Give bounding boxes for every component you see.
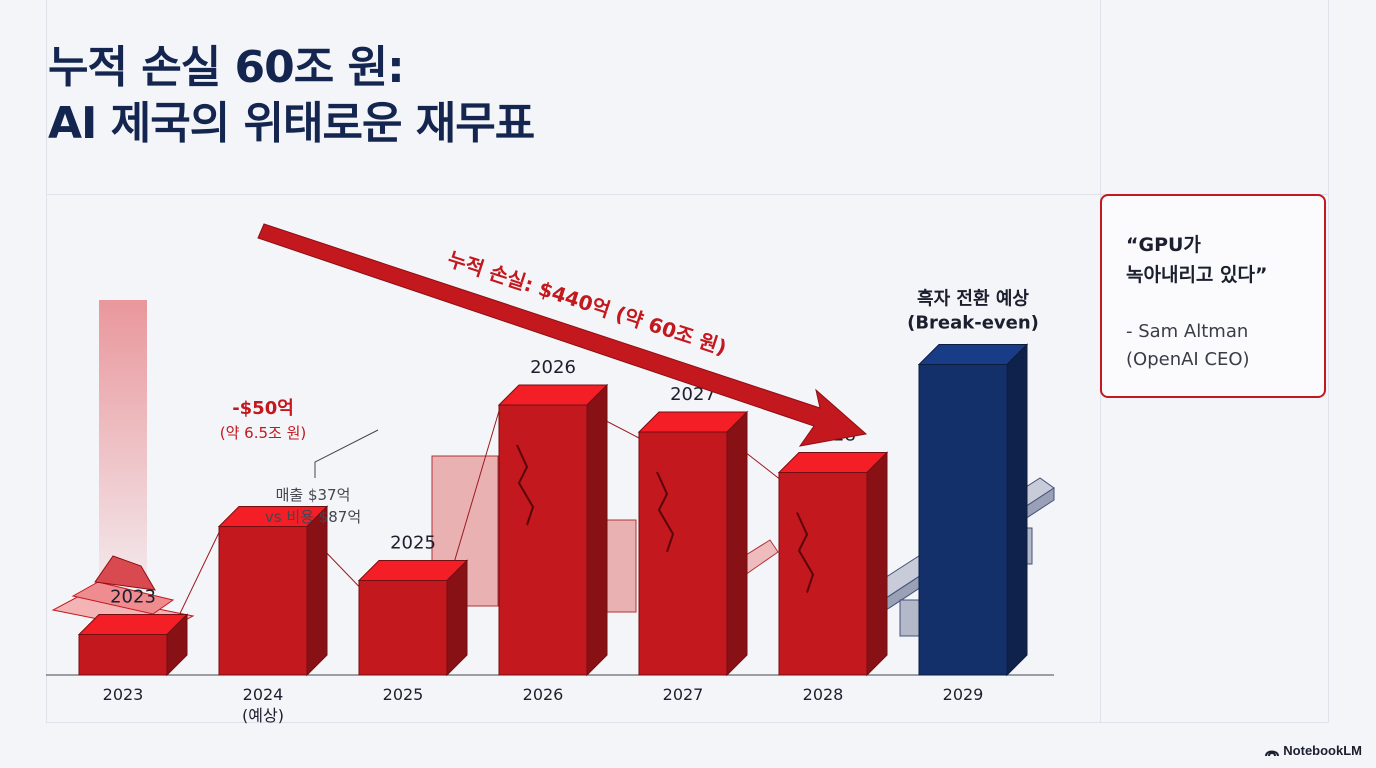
bar-front bbox=[638, 431, 728, 676]
bar-2026 bbox=[497, 383, 609, 677]
bar-side bbox=[866, 451, 888, 677]
glow-column bbox=[99, 300, 147, 580]
quote-text: “GPU가 녹아내리고 있다” bbox=[1126, 230, 1316, 290]
x-tick-label: 2024 bbox=[243, 685, 284, 704]
bar-2025 bbox=[357, 559, 469, 677]
grid-vertical bbox=[1328, 0, 1329, 722]
bar-2024 bbox=[217, 505, 329, 677]
quote-author-name: - Sam Altman bbox=[1126, 321, 1249, 342]
bar-front bbox=[218, 526, 308, 676]
x-tick-label: 2025 bbox=[383, 685, 424, 704]
x-tick-sublabel: (예상) bbox=[242, 706, 284, 725]
bar-side bbox=[166, 613, 188, 677]
bar-side bbox=[306, 505, 328, 677]
rubble-top bbox=[94, 555, 156, 591]
x-tick-label: 2028 bbox=[803, 685, 844, 704]
annotation-note: 매출 $37억 bbox=[276, 486, 351, 504]
quote-line-2: 녹아내리고 있다” bbox=[1126, 264, 1268, 286]
grid-vertical bbox=[46, 0, 47, 722]
bar-2029 bbox=[917, 343, 1029, 677]
trend-arrow bbox=[257, 223, 868, 447]
bar-2027 bbox=[637, 410, 749, 677]
bar-side bbox=[446, 559, 468, 677]
rubble-mid bbox=[71, 581, 175, 615]
bar-top-label: 2023 bbox=[110, 587, 156, 608]
bar-2028 bbox=[777, 451, 889, 677]
annotation-sub: (약 6.5조 원) bbox=[220, 424, 307, 442]
quote-author: - Sam Altman (OpenAI CEO) bbox=[1126, 318, 1316, 374]
bar-top-label: 흑자 전환 예상 bbox=[917, 288, 1029, 310]
loss-chart: 2023 2024 (예상) 2025 2026 2027 2028 2029 2023 2025… bbox=[46, 223, 1055, 725]
grid-horizontal bbox=[46, 722, 1329, 723]
bar-crack bbox=[516, 444, 535, 526]
x-tick-label: 2023 bbox=[103, 685, 144, 704]
bridge-pillar bbox=[899, 599, 921, 637]
bar-side bbox=[1006, 343, 1028, 677]
grid-horizontal bbox=[46, 194, 1329, 195]
quote-box: “GPU가 녹아내리고 있다” - Sam Altman (OpenAI CEO… bbox=[1100, 194, 1326, 398]
annotation-leader bbox=[314, 429, 379, 478]
connector-line bbox=[446, 410, 500, 587]
bar-front bbox=[358, 580, 448, 676]
bar-crack bbox=[656, 471, 675, 553]
x-tick-label: 2027 bbox=[663, 685, 704, 704]
notebooklm-icon bbox=[1265, 750, 1280, 756]
bar-2023 bbox=[77, 613, 189, 677]
title-line-1: 누적 손실 60조 원: bbox=[48, 42, 405, 93]
bar-top-label: 2025 bbox=[390, 533, 436, 554]
bar-front bbox=[78, 634, 168, 676]
bar-top-label: 2026 bbox=[530, 357, 576, 378]
brand-logo: NotebookLM bbox=[1265, 743, 1362, 758]
annotation-value: -$50억 bbox=[232, 398, 294, 419]
bar-front bbox=[918, 364, 1008, 676]
brand-name: NotebookLM bbox=[1283, 743, 1362, 758]
bar-crack bbox=[796, 512, 815, 593]
bar-front bbox=[778, 472, 868, 676]
annotation-note: vs 비용 $87억 bbox=[265, 508, 361, 526]
bar-side bbox=[586, 383, 608, 677]
bar-side bbox=[726, 410, 748, 677]
quote-line-1: “GPU가 bbox=[1126, 234, 1201, 256]
quote-author-title: (OpenAI CEO) bbox=[1126, 349, 1250, 370]
bar-front bbox=[498, 404, 588, 676]
x-tick-label: 2026 bbox=[523, 685, 564, 704]
page-title: 누적 손실 60조 원: AI 제국의 위태로운 재무표 bbox=[48, 40, 535, 152]
x-tick-label: 2029 bbox=[943, 685, 984, 704]
title-line-2: AI 제국의 위태로운 재무표 bbox=[48, 98, 535, 149]
bar-top-sublabel: (Break-even) bbox=[907, 313, 1039, 334]
